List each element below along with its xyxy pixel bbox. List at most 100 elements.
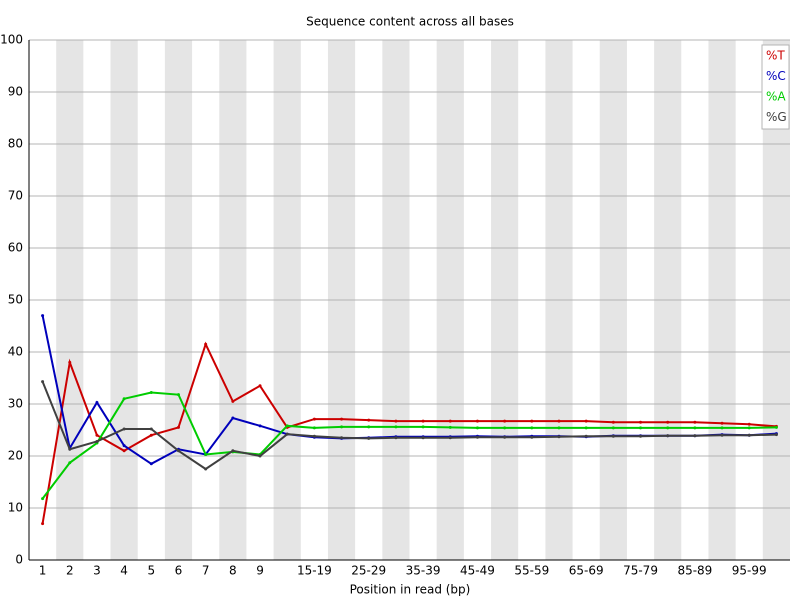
data-point	[421, 419, 425, 423]
data-point	[693, 434, 697, 438]
data-point	[584, 419, 588, 423]
data-point	[639, 434, 643, 438]
legend-entry: %C	[766, 69, 786, 83]
x-tick-label: 55-59	[514, 564, 549, 578]
y-tick-label: 20	[8, 449, 23, 463]
x-tick-label: 35-39	[406, 564, 441, 578]
data-point	[122, 397, 126, 401]
y-tick-label: 50	[8, 293, 23, 307]
y-tick-label: 90	[8, 85, 23, 99]
data-point	[258, 424, 262, 428]
data-point	[557, 419, 561, 423]
data-point	[611, 426, 615, 430]
x-tick-label: 25-29	[351, 564, 386, 578]
data-point	[231, 416, 235, 420]
data-point	[312, 426, 316, 430]
x-tick-label: 4	[120, 564, 128, 578]
data-point	[41, 497, 45, 501]
data-point	[95, 439, 99, 443]
x-tick-label: 15-19	[297, 564, 332, 578]
data-point	[747, 422, 751, 426]
data-point	[720, 433, 724, 437]
data-point	[421, 436, 425, 440]
data-point	[176, 425, 180, 429]
x-axis-label: Position in read (bp)	[350, 583, 471, 597]
x-tick-label: 65-69	[569, 564, 604, 578]
data-point	[639, 426, 643, 430]
legend-box	[761, 44, 790, 130]
y-tick-label: 40	[8, 345, 23, 359]
x-tick-label: 7	[202, 564, 210, 578]
data-point	[747, 433, 751, 437]
data-point	[340, 425, 344, 429]
data-point	[394, 436, 398, 440]
data-point	[747, 426, 751, 430]
data-point	[312, 434, 316, 438]
data-point	[557, 426, 561, 430]
data-point	[258, 384, 262, 388]
data-point	[584, 426, 588, 430]
data-point	[611, 420, 615, 424]
data-point	[122, 427, 126, 431]
data-point	[312, 417, 316, 421]
data-point	[774, 425, 778, 429]
data-point	[720, 421, 724, 425]
data-point	[666, 426, 670, 430]
y-tick-label: 10	[8, 501, 23, 515]
data-point	[503, 426, 507, 430]
data-point	[340, 436, 344, 440]
y-tick-label: 60	[8, 241, 23, 255]
x-tick-label: 9	[256, 564, 264, 578]
data-point	[666, 434, 670, 438]
data-point	[41, 522, 45, 526]
data-point	[611, 434, 615, 438]
x-tick-label: 75-79	[623, 564, 658, 578]
data-point	[503, 435, 507, 439]
data-point	[204, 452, 208, 456]
data-point	[394, 425, 398, 429]
data-point	[285, 432, 289, 436]
y-tick-label: 70	[8, 189, 23, 203]
data-point	[584, 434, 588, 438]
data-point	[95, 400, 99, 404]
data-point	[666, 420, 670, 424]
data-point	[475, 426, 479, 430]
x-tick-label: 5	[147, 564, 155, 578]
data-point	[639, 420, 643, 424]
data-point	[475, 435, 479, 439]
data-point	[68, 447, 72, 451]
y-tick-label: 100	[0, 33, 23, 47]
x-tick-label: 8	[229, 564, 237, 578]
x-tick-label: 2	[66, 564, 74, 578]
data-point	[367, 436, 371, 440]
data-point	[41, 380, 45, 384]
data-point	[176, 393, 180, 397]
data-point	[258, 454, 262, 458]
data-point	[68, 461, 72, 465]
x-tick-label: 1	[39, 564, 47, 578]
series-line	[41, 391, 777, 500]
data-point	[530, 426, 534, 430]
data-point	[204, 467, 208, 471]
data-point	[340, 417, 344, 421]
data-point	[122, 444, 126, 448]
data-point	[557, 435, 561, 439]
data-point	[68, 360, 72, 364]
legend-entry: %G	[766, 110, 787, 124]
data-point	[693, 426, 697, 430]
data-point	[421, 425, 425, 429]
series-line	[41, 381, 777, 471]
data-point	[448, 425, 452, 429]
x-tick-label: 95-99	[732, 564, 767, 578]
data-point	[503, 419, 507, 423]
data-point	[448, 419, 452, 423]
y-tick-label: 30	[8, 397, 23, 411]
data-point	[176, 449, 180, 453]
data-point	[41, 314, 45, 318]
data-point	[475, 419, 479, 423]
data-point	[149, 462, 153, 466]
data-point	[122, 449, 126, 453]
data-point	[231, 399, 235, 403]
data-point	[774, 433, 778, 437]
